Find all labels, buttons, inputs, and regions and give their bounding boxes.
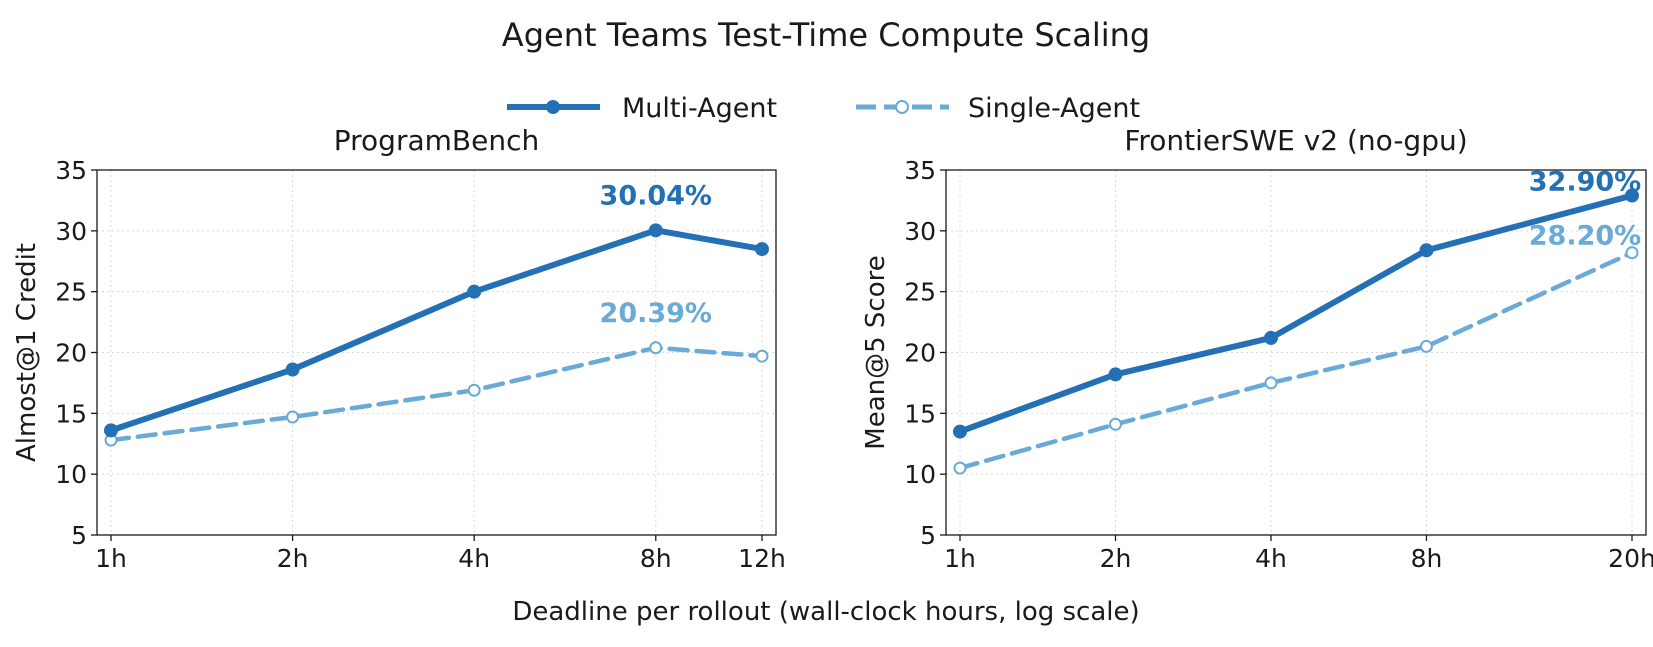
series-line-single-agent: [957, 250, 1635, 471]
y-tick-label: 10: [904, 460, 936, 489]
legend: Multi-Agent Single-Agent: [507, 93, 1140, 124]
data-point-multi-agent: [1625, 188, 1639, 203]
x-tick-label: 2h: [1100, 544, 1132, 573]
y-tick-label: 20: [55, 339, 87, 368]
chart-programbench: 5 10 15 20 25 30 35 1h 2h 4h 8h 12h ProgramBench Almo…: [12, 124, 786, 573]
y-tick-label: 20: [904, 339, 936, 368]
data-point-multi-agent: [648, 223, 663, 238]
data-point-multi-agent: [467, 284, 482, 299]
data-label-multi-agent: 32.90%: [1529, 167, 1641, 198]
x-tick-label: 4h: [458, 544, 490, 573]
x-tick-label: 20h: [1608, 544, 1653, 573]
data-point-multi-agent: [1263, 330, 1278, 345]
y-tick-label: 5: [920, 521, 936, 550]
data-point-single-agent: [953, 461, 967, 475]
legend-item-single-agent: Single-Agent: [856, 93, 1140, 124]
y-tick-label: 5: [71, 521, 87, 550]
y-tick-label: 35: [55, 156, 87, 185]
y-tick-label: 30: [55, 217, 87, 246]
data-point-single-agent: [649, 341, 663, 355]
data-label-single-agent: 20.39%: [600, 298, 712, 329]
data-point-single-agent: [1419, 339, 1433, 353]
y-tick-label: 15: [55, 399, 87, 428]
data-point-multi-agent: [1108, 367, 1123, 382]
figure-title: Agent Teams Test-Time Compute Scaling: [502, 16, 1150, 54]
data-point-single-agent: [1625, 246, 1639, 260]
legend-item-multi-agent: Multi-Agent: [507, 93, 777, 124]
data-point-single-agent: [286, 410, 300, 424]
legend-label-multi-agent: Multi-Agent: [622, 93, 777, 124]
chart-frontierswe: 5 10 15 20 25 30 35 1h 2h 4h 8h 20h FrontierSWE v2 (…: [861, 124, 1653, 573]
y-tick-label: 15: [904, 399, 936, 428]
data-point-multi-agent: [285, 362, 300, 377]
chart-title: ProgramBench: [334, 124, 539, 157]
data-point-single-agent: [1264, 376, 1278, 390]
data-point-multi-agent: [953, 424, 967, 439]
y-tick-label: 10: [55, 460, 87, 489]
x-tick-label: 8h: [640, 544, 672, 573]
x-tick-label: 8h: [1411, 544, 1443, 573]
legend-marker-multi-agent: [546, 100, 560, 114]
y-tick-label: 35: [904, 156, 936, 185]
data-point-multi-agent: [755, 242, 769, 257]
chart-title: FrontierSWE v2 (no-gpu): [1124, 124, 1467, 157]
x-tick-label: 4h: [1255, 544, 1287, 573]
data-label-multi-agent: 30.04%: [600, 180, 712, 211]
x-tick-label: 2h: [277, 544, 309, 573]
y-tick-label: 25: [55, 278, 87, 307]
data-point-multi-agent: [1419, 243, 1434, 258]
y-axis-label: Mean@5 Score: [861, 255, 891, 449]
series-line-single-agent: [108, 345, 765, 443]
legend-label-single-agent: Single-Agent: [968, 93, 1140, 124]
data-point-single-agent: [467, 383, 481, 397]
data-point-multi-agent: [104, 423, 118, 438]
data-point-single-agent: [755, 349, 769, 363]
y-tick-label: 30: [904, 217, 936, 246]
data-point-single-agent: [1108, 417, 1122, 431]
y-axis-label: Almost@1 Credit: [12, 243, 42, 462]
y-tick-label: 25: [904, 278, 936, 307]
x-tick-label: 1h: [944, 544, 976, 573]
series-line-multi-agent: [108, 227, 765, 434]
x-tick-label: 1h: [95, 544, 127, 573]
data-label-single-agent: 28.20%: [1529, 221, 1641, 252]
x-tick-label: 12h: [738, 544, 786, 573]
figure-x-axis-label: Deadline per rollout (wall-clock hours, …: [512, 597, 1139, 627]
legend-marker-single-agent: [895, 100, 909, 114]
